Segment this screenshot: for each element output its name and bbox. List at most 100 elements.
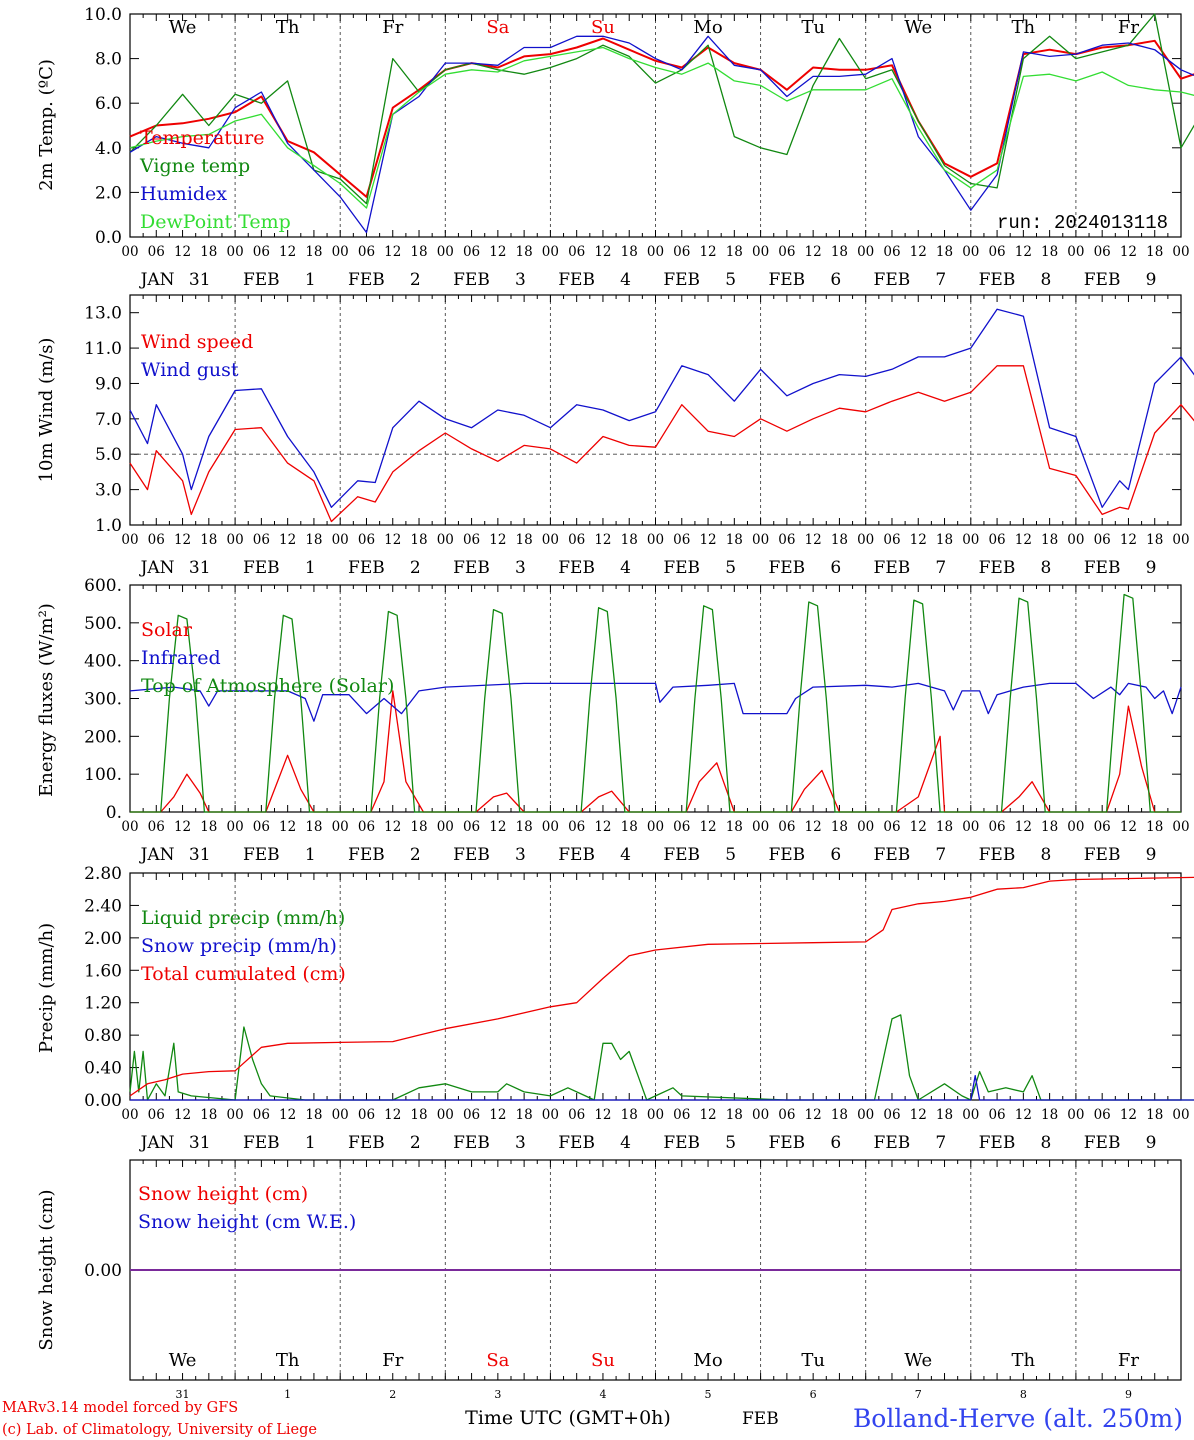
weekday-label-bottom: We — [169, 1350, 197, 1371]
hour-label: 18 — [200, 819, 217, 835]
hour-label: 06 — [883, 1107, 900, 1123]
hour-label: 12 — [594, 532, 611, 548]
credit-line-1: MARv3.14 model forced by GFS — [2, 1400, 238, 1416]
hour-label: 12 — [489, 532, 506, 548]
hour-label: 12 — [1015, 532, 1032, 548]
y-tick-label: 7.0 — [95, 410, 122, 430]
y-tick-label: 500. — [84, 614, 122, 634]
series-line-snow-precip-mm-h- — [130, 1075, 1194, 1101]
y-tick-label: 200. — [84, 727, 122, 747]
date-day-label: 31 — [189, 270, 211, 290]
hour-label: 00 — [1067, 244, 1084, 260]
hour-label: 18 — [410, 1107, 427, 1123]
hour-label: 18 — [936, 244, 953, 260]
hour-label: 18 — [621, 532, 638, 548]
series-line-wind-speed — [129, 365, 1194, 523]
date-day-label: 31 — [189, 1133, 211, 1153]
date-month-label: FEB — [768, 845, 805, 865]
weekday-label-top: Th — [276, 17, 300, 38]
date-month-label: FEB — [453, 845, 490, 865]
date-month-label: FEB — [979, 558, 1016, 578]
bottom-day-number: 1 — [284, 1388, 291, 1401]
date-month-label: FEB — [768, 558, 805, 578]
date-day-label: 4 — [620, 845, 631, 865]
date-month-label: FEB — [874, 270, 911, 290]
bottom-day-number: 3 — [494, 1388, 501, 1401]
hour-label: 12 — [699, 1107, 716, 1123]
hour-label: 00 — [542, 532, 559, 548]
hour-label: 18 — [516, 244, 533, 260]
hour-label: 06 — [568, 532, 585, 548]
y-tick-label: 2.00 — [84, 929, 122, 949]
hour-label: 06 — [148, 1107, 165, 1123]
date-day-label: 8 — [1041, 845, 1052, 865]
date-day-label: 6 — [830, 845, 841, 865]
hour-label: 12 — [174, 244, 191, 260]
hour-label: 18 — [1146, 532, 1163, 548]
hour-label: 00 — [332, 819, 349, 835]
hour-label: 06 — [148, 819, 165, 835]
hour-label: 18 — [726, 1107, 743, 1123]
hour-label: 06 — [463, 1107, 480, 1123]
hour-label: 00 — [752, 532, 769, 548]
bottom-day-number: 31 — [176, 1388, 190, 1401]
hour-label: 18 — [516, 1107, 533, 1123]
weekday-label-top: Th — [1012, 17, 1036, 38]
weekday-label-bottom: Fr — [382, 1350, 403, 1371]
date-month-label: FEB — [768, 270, 805, 290]
hour-label: 18 — [831, 819, 848, 835]
y-tick-label: 5.0 — [95, 445, 122, 465]
hour-label: 18 — [1146, 244, 1163, 260]
hour-label: 00 — [542, 1107, 559, 1123]
date-month-label: FEB — [558, 270, 595, 290]
series-line-temperature — [129, 37, 1194, 198]
date-month-label: FEB — [663, 845, 700, 865]
date-month-label: FEB — [558, 845, 595, 865]
date-month-label: FEB — [348, 1133, 385, 1153]
hour-label: 06 — [1094, 532, 1111, 548]
hour-label: 00 — [121, 532, 138, 548]
hour-label: 18 — [831, 244, 848, 260]
y-axis-label: Snow height (cm) — [36, 1189, 57, 1350]
weekday-label-bottom: Fr — [1118, 1350, 1139, 1371]
hour-label: 00 — [437, 244, 454, 260]
series-line-infrared — [129, 682, 1182, 722]
hour-label: 06 — [253, 819, 270, 835]
y-tick-label: 0.80 — [84, 1026, 122, 1046]
date-day-label: 2 — [410, 558, 421, 578]
legend-entry: Snow height (cm) — [138, 1183, 308, 1205]
date-month-label: JAN — [139, 1133, 175, 1153]
hour-label: 12 — [1015, 819, 1032, 835]
date-day-label: 4 — [620, 1133, 631, 1153]
hour-label: 06 — [673, 1107, 690, 1123]
date-day-label: 7 — [935, 270, 946, 290]
station-name: Bolland-Herve (alt. 250m) — [853, 1404, 1183, 1433]
hour-label: 12 — [174, 532, 191, 548]
hour-label: 12 — [279, 244, 296, 260]
hour-label: 06 — [253, 532, 270, 548]
hour-label: 06 — [1094, 244, 1111, 260]
date-day-label: 3 — [515, 845, 526, 865]
hour-label: 06 — [778, 819, 795, 835]
hour-label: 12 — [594, 244, 611, 260]
hour-label: 12 — [699, 532, 716, 548]
hour-label: 12 — [1120, 819, 1137, 835]
hour-label: 18 — [936, 819, 953, 835]
hour-label: 12 — [279, 1107, 296, 1123]
hour-label: 12 — [805, 244, 822, 260]
weekday-label-bottom: Th — [276, 1350, 300, 1371]
legend-entry: Top of Atmosphere (Solar) — [141, 675, 394, 697]
hour-label: 00 — [1067, 532, 1084, 548]
date-day-label: 31 — [189, 845, 211, 865]
date-day-label: 1 — [305, 845, 316, 865]
hour-label: 00 — [1172, 1107, 1189, 1123]
credit-line-2: (c) Lab. of Climatology, University of L… — [2, 1422, 317, 1438]
legend-entry: Temperature — [140, 127, 264, 149]
hour-label: 06 — [568, 244, 585, 260]
legend-entry: Vigne temp — [139, 155, 250, 177]
weekday-label-bottom: Sa — [486, 1350, 509, 1371]
hour-label: 00 — [437, 819, 454, 835]
date-month-label: FEB — [453, 270, 490, 290]
weekday-label-bottom: Su — [591, 1350, 615, 1371]
legend-entry: Snow height (cm W.E.) — [138, 1211, 356, 1233]
